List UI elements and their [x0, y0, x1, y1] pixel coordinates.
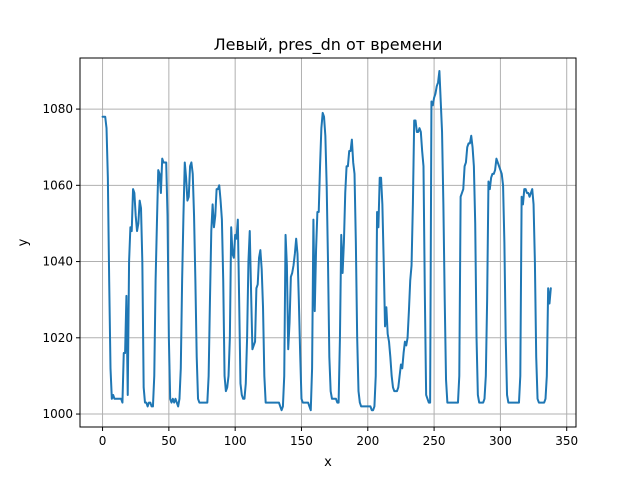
y-tick-label: 1060	[42, 178, 73, 192]
x-tick-label: 350	[555, 434, 578, 448]
chart-title: Левый, pres_dn от времени	[214, 35, 443, 55]
y-tick-label: 1000	[42, 407, 73, 421]
x-axis-label: x	[324, 455, 332, 470]
y-tick-label: 1040	[42, 255, 73, 269]
x-tick-label: 250	[423, 434, 446, 448]
y-tick-label: 1020	[42, 331, 73, 345]
ticks: 0 50 100 150 200 250 300 350 1000 1020 1040 1060 108…	[42, 102, 578, 448]
x-tick-label: 150	[290, 434, 313, 448]
grid	[80, 58, 576, 427]
y-axis-label: y	[16, 238, 31, 246]
x-tick-label: 200	[356, 434, 379, 448]
x-tick-label: 300	[489, 434, 512, 448]
y-tick-label: 1080	[42, 102, 73, 116]
x-tick-label: 50	[161, 434, 176, 448]
axes-frame	[79, 57, 577, 428]
x-tick-label: 100	[224, 434, 247, 448]
series-line-pres-dn	[101, 69, 552, 412]
data-line-layer	[101, 69, 552, 412]
x-tick-label: 0	[99, 434, 107, 448]
